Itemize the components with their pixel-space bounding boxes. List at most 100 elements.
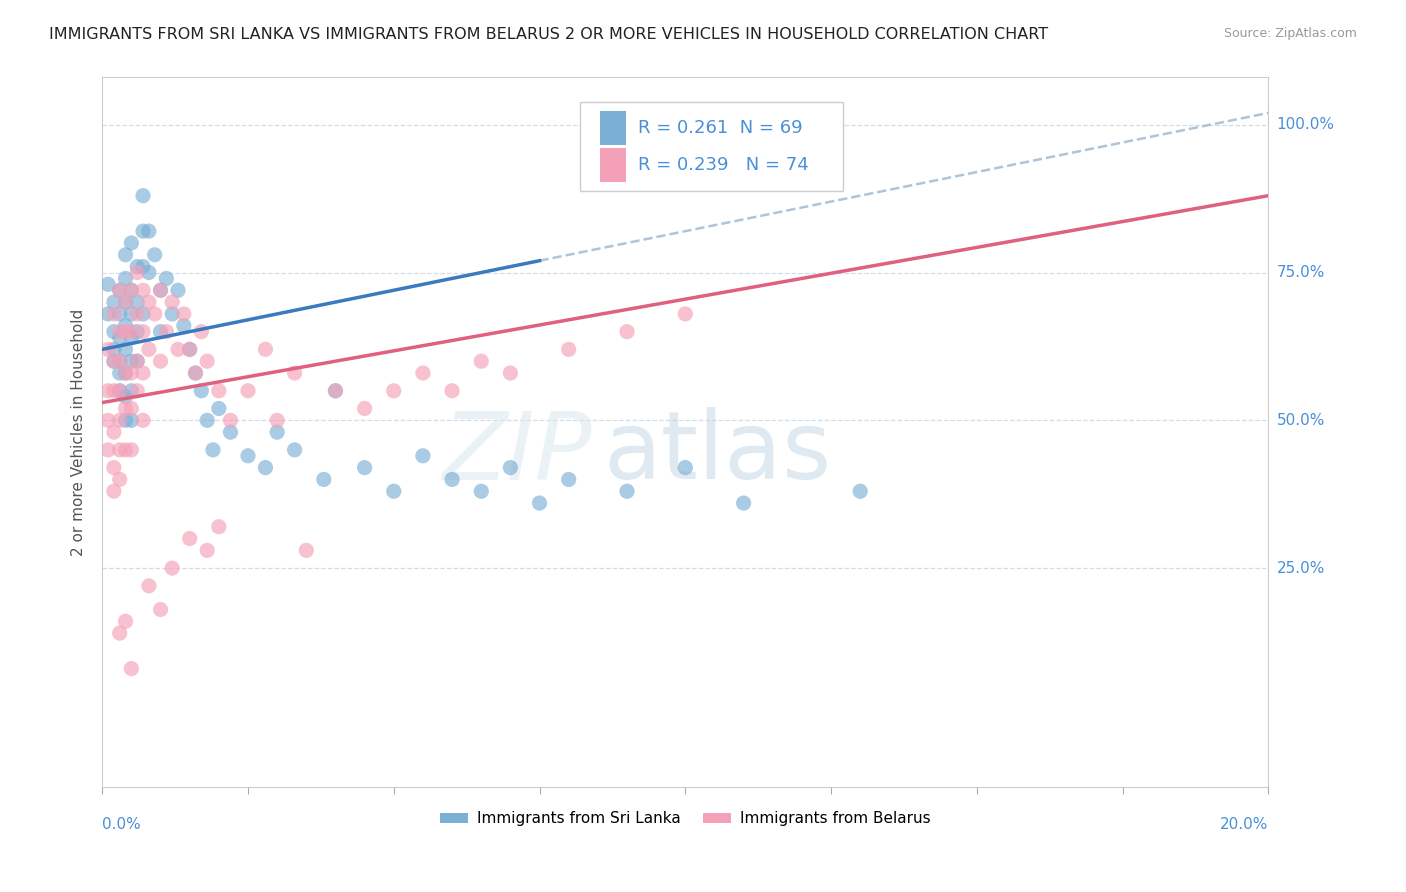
Point [103,325,125,339]
Point [284,442,307,457]
Bar [600,148,626,182]
Text: 100.0%: 100.0% [1277,117,1334,132]
Point [127,266,149,280]
Point [127,384,149,398]
Point [108,626,131,640]
Point [114,366,136,380]
Point [138,343,160,357]
Point [138,266,160,280]
Point [114,325,136,339]
Point [108,384,131,398]
Point [284,366,307,380]
Point [353,401,375,416]
Text: atlas: atlas [603,408,832,500]
Text: IMMIGRANTS FROM SRI LANKA VS IMMIGRANTS FROM BELARUS 2 OR MORE VEHICLES IN HOUSE: IMMIGRANTS FROM SRI LANKA VS IMMIGRANTS … [49,27,1049,42]
Point [97,307,120,321]
Point [103,384,125,398]
Point [103,354,125,368]
Legend: Immigrants from Sri Lanka, Immigrants from Belarus: Immigrants from Sri Lanka, Immigrants fr… [434,805,936,832]
Point [108,384,131,398]
Point [132,413,155,427]
Point [441,384,464,398]
Point [195,413,218,427]
Point [114,366,136,380]
Point [382,484,405,499]
Point [120,283,142,297]
Point [184,366,207,380]
Text: 75.0%: 75.0% [1277,265,1324,280]
Point [127,307,149,321]
Point [733,496,755,510]
Point [108,283,131,297]
Point [97,442,120,457]
Point [108,354,131,368]
Point [557,472,579,486]
Point [173,318,195,333]
Point [114,401,136,416]
Point [849,484,872,499]
Point [167,283,190,297]
Text: Source: ZipAtlas.com: Source: ZipAtlas.com [1223,27,1357,40]
Point [103,307,125,321]
Point [127,260,149,274]
Point [120,384,142,398]
Y-axis label: 2 or more Vehicles in Household: 2 or more Vehicles in Household [72,309,86,556]
Text: ZIP: ZIP [443,408,592,499]
Point [120,442,142,457]
Point [236,384,259,398]
Point [114,413,136,427]
Point [114,248,136,262]
Point [132,307,155,321]
Point [103,460,125,475]
Point [160,307,183,321]
Point [219,413,242,427]
Point [616,325,638,339]
Bar [600,111,626,145]
Point [149,283,172,297]
Point [208,520,231,534]
Point [325,384,347,398]
Point [120,366,142,380]
Point [120,325,142,339]
Point [132,224,155,238]
Point [195,543,218,558]
Point [97,413,120,427]
Point [114,295,136,310]
Point [179,532,201,546]
Point [382,384,405,398]
Text: 0.0%: 0.0% [103,817,141,832]
Text: 20.0%: 20.0% [1220,817,1268,832]
Point [138,295,160,310]
Point [108,325,131,339]
Point [208,401,231,416]
Point [97,343,120,357]
Point [103,354,125,368]
Point [120,330,142,344]
Point [295,543,318,558]
Point [201,442,224,457]
Point [127,325,149,339]
Point [254,343,277,357]
Point [127,295,149,310]
Point [312,472,335,486]
Point [149,325,172,339]
Point [412,449,434,463]
Point [132,260,155,274]
Point [179,343,201,357]
Point [470,354,492,368]
Point [108,307,131,321]
Point [149,602,172,616]
Text: R = 0.261  N = 69: R = 0.261 N = 69 [637,119,803,136]
Point [325,384,347,398]
Point [412,366,434,380]
Point [103,295,125,310]
Point [108,354,131,368]
Point [108,472,131,486]
Point [108,413,131,427]
Point [184,366,207,380]
Point [143,307,166,321]
Point [673,307,696,321]
FancyBboxPatch shape [581,103,842,191]
Point [557,343,579,357]
Point [155,271,177,285]
